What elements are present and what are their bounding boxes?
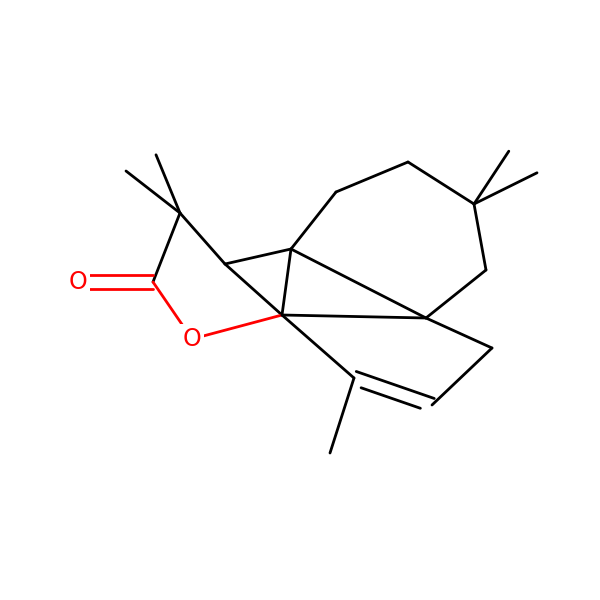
Text: O: O bbox=[182, 327, 202, 351]
Text: O: O bbox=[68, 270, 88, 294]
